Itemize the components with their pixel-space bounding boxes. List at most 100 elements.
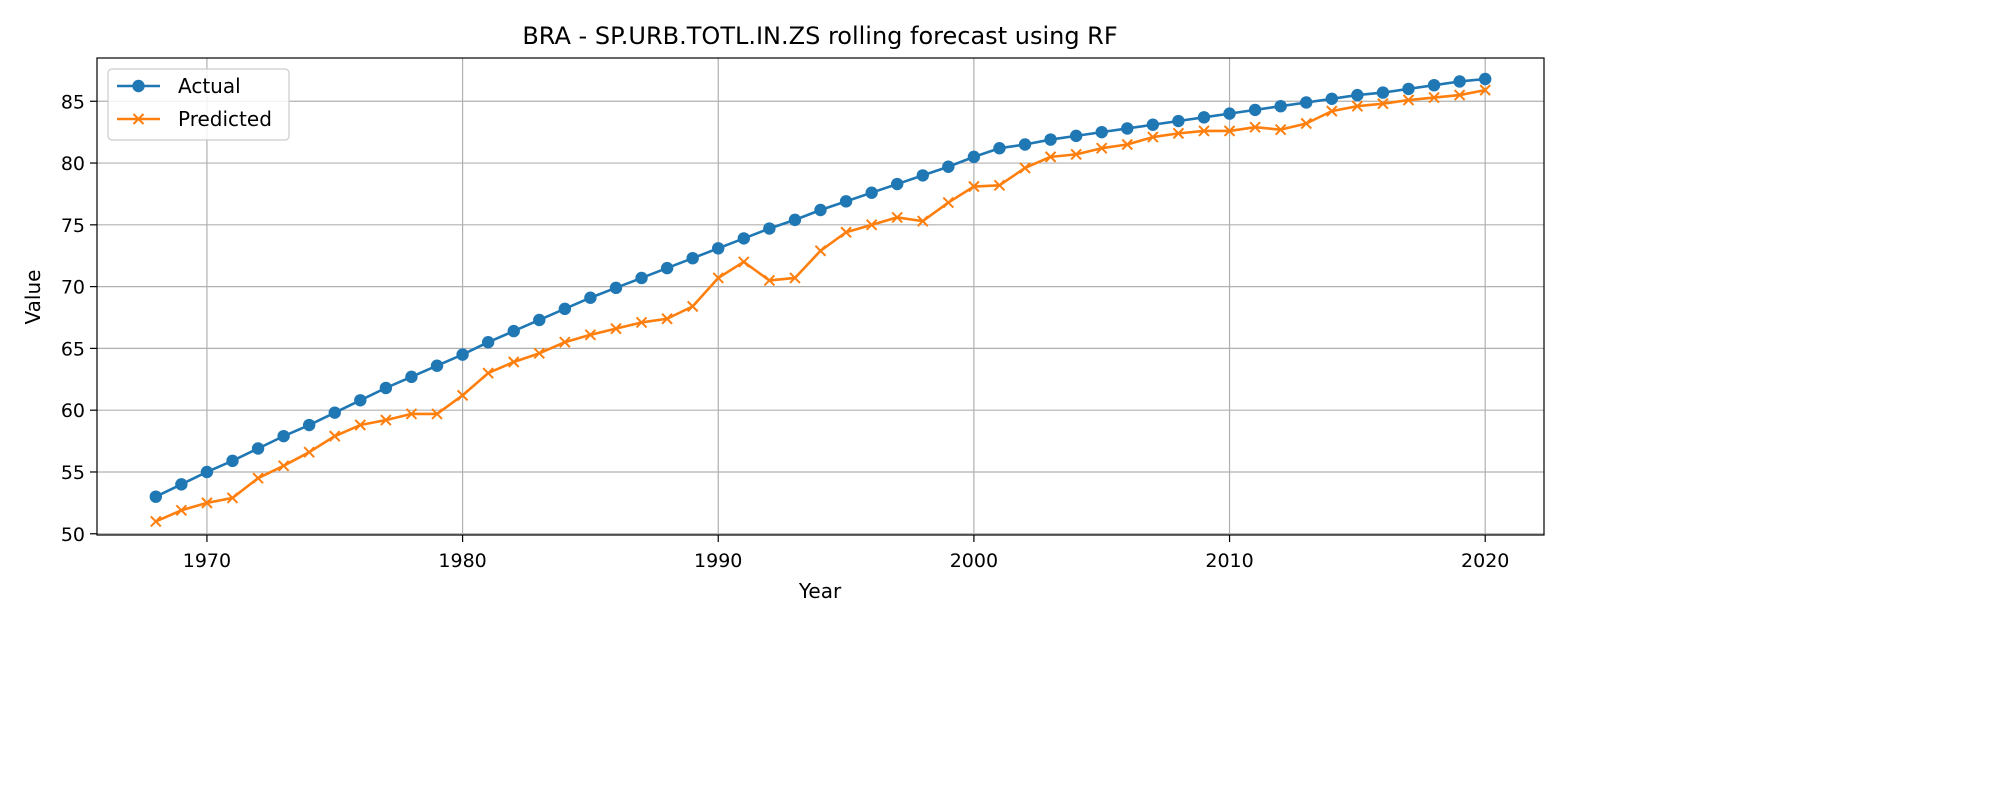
predicted-point [840, 226, 852, 238]
actual-point [456, 348, 469, 361]
predicted-point [1019, 162, 1031, 174]
x-tick-label: 1980 [438, 550, 486, 572]
actual-point [1376, 86, 1390, 99]
predicted-point [1121, 138, 1133, 151]
actual-point [1402, 82, 1415, 96]
predicted-point [763, 274, 776, 287]
x-tick-label: 2020 [1461, 550, 1509, 572]
actual-point [890, 177, 904, 191]
actual-point [354, 394, 367, 407]
actual-point [251, 442, 265, 455]
actual-point [1325, 92, 1339, 105]
actual-point [1018, 138, 1032, 151]
predicted-point [584, 329, 597, 341]
actual-point [1172, 114, 1185, 128]
actual-point [1351, 88, 1364, 102]
y-tick-label: 75 [61, 215, 85, 237]
predicted-point [1428, 91, 1440, 104]
actual-point [328, 406, 341, 419]
actual-point [1223, 107, 1236, 120]
actual-point [788, 213, 802, 227]
predicted-point [405, 408, 418, 420]
predicted-point [1172, 127, 1185, 140]
actual-series [149, 72, 1492, 503]
predicted-point [1453, 89, 1466, 101]
x-axis-label: Year [798, 579, 842, 603]
predicted-point [431, 408, 443, 420]
actual-point [405, 370, 418, 384]
actual-point [430, 359, 444, 372]
predicted-point [1326, 105, 1338, 117]
predicted-point [917, 215, 929, 227]
y-tick-label: 65 [61, 338, 85, 360]
y-axis-label: Value [21, 270, 45, 325]
actual-point [993, 142, 1006, 155]
actual-point [1274, 99, 1287, 113]
actual-point [839, 195, 853, 208]
legend: Actual Predicted [107, 68, 290, 141]
predicted-point [942, 196, 955, 209]
actual-point [584, 291, 597, 304]
y-tick-label: 50 [61, 524, 85, 546]
predicted-point [354, 419, 367, 431]
actual-point [916, 169, 929, 182]
predicted-point [968, 180, 980, 193]
actual-point [175, 478, 188, 491]
x-tick-label: 2000 [950, 550, 998, 572]
predicted-point [175, 504, 188, 516]
predicted-point [1402, 94, 1415, 106]
predicted-point [865, 219, 878, 231]
actual-point [1197, 111, 1211, 124]
predicted-point [252, 472, 264, 484]
predicted-point [1198, 125, 1210, 137]
predicted-point [1377, 98, 1389, 110]
predicted-point [1044, 151, 1057, 163]
predicted-point [814, 245, 827, 257]
actual-point [1453, 75, 1466, 88]
predicted-legend-label: Predicted [178, 107, 272, 131]
actual-point [1095, 125, 1108, 139]
predicted-point [993, 179, 1006, 191]
predicted-point [610, 322, 622, 335]
y-tick-label: 85 [61, 91, 85, 113]
actual-point [660, 261, 674, 275]
predicted-point [1274, 123, 1287, 136]
predicted-point [635, 316, 648, 329]
actual-point [712, 242, 725, 255]
actual-point [1121, 122, 1134, 135]
predicted-line [155, 88, 1486, 523]
actual-point [1248, 103, 1262, 117]
predicted-point [380, 414, 392, 426]
actual-legend-label: Actual [178, 74, 241, 98]
predicted-series [150, 84, 1491, 528]
x-tick-label: 1990 [694, 550, 742, 572]
ticks: 1970 1980 1990 2000 2010 2020 50 55 60 65 70 75 80 85 [61, 91, 1510, 572]
actual-point [1069, 129, 1083, 143]
predicted-point [1147, 131, 1159, 143]
predicted-point [277, 460, 290, 472]
predicted-point [1249, 121, 1261, 133]
chart-title: BRA - SP.URB.TOTL.IN.ZS rolling forecast… [522, 22, 1117, 50]
predicted-point [303, 446, 315, 458]
predicted-point [661, 313, 673, 325]
y-tick-label: 80 [61, 153, 85, 175]
actual-point [507, 324, 520, 338]
actual-point [302, 418, 316, 432]
predicted-point [1479, 84, 1491, 96]
actual-point [1146, 118, 1160, 131]
predicted-point [891, 211, 903, 224]
actual-point [1427, 78, 1441, 92]
actual-point [686, 251, 699, 265]
grid-lines [97, 58, 1544, 535]
actual-line [155, 77, 1486, 498]
predicted-point [533, 347, 545, 360]
predicted-point [738, 256, 750, 268]
actual-point [226, 454, 239, 468]
chart: BRA - SP.URB.TOTL.IN.ZS rolling forecast… [21, 22, 1545, 603]
predicted-point [712, 272, 724, 284]
actual-point [1478, 72, 1492, 86]
predicted-point [559, 336, 571, 348]
actual-point [763, 222, 776, 235]
actual-point [533, 313, 546, 327]
actual-point [737, 232, 751, 245]
